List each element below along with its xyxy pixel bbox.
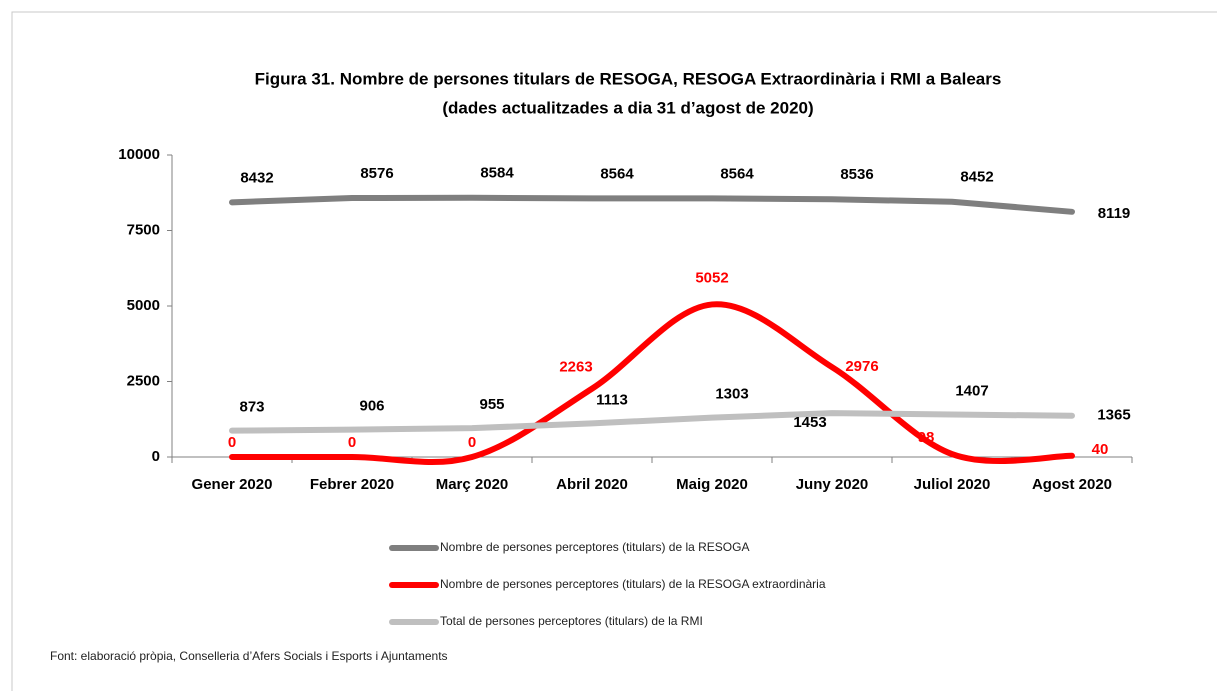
x-tick-label: Abril 2020 — [556, 476, 628, 493]
legend-label: Total de persones perceptores (titulars)… — [440, 614, 703, 628]
x-tick-label: Gener 2020 — [192, 476, 273, 493]
data-label: 1365 — [1097, 407, 1130, 424]
data-label: 8576 — [360, 165, 393, 182]
data-label: 40 — [1092, 441, 1109, 458]
data-label: 1113 — [596, 391, 628, 408]
x-tick-label: Juliol 2020 — [914, 476, 991, 493]
x-tick-label: Agost 2020 — [1032, 476, 1112, 493]
data-label: 98 — [918, 429, 935, 446]
data-label: 8432 — [240, 169, 273, 186]
series-line — [229, 410, 1075, 434]
data-label: 8584 — [480, 165, 514, 182]
data-label: 8564 — [600, 165, 634, 182]
y-tick-label: 5000 — [127, 297, 160, 314]
y-tick-label: 2500 — [127, 372, 160, 389]
data-label: 8564 — [720, 165, 754, 182]
data-label: 5052 — [695, 269, 728, 286]
source-note: Font: elaboració pròpia, Conselleria d’A… — [50, 649, 448, 663]
data-label: 2976 — [845, 358, 878, 375]
legend-label: Nombre de persones perceptores (titulars… — [440, 577, 826, 591]
data-label: 1453 — [793, 414, 826, 431]
y-tick-label: 0 — [152, 448, 160, 465]
series-line — [229, 301, 1075, 466]
legend-label: Nombre de persones perceptores (titulars… — [440, 540, 749, 554]
data-label: 0 — [228, 434, 236, 451]
data-label: 8536 — [840, 166, 873, 183]
data-label: 1407 — [955, 382, 988, 399]
data-label: 873 — [239, 399, 264, 416]
series-line — [229, 194, 1075, 215]
data-label: 1303 — [715, 386, 748, 403]
data-label: 8452 — [960, 169, 993, 186]
data-label: 8119 — [1098, 205, 1131, 222]
x-tick-label: Març 2020 — [436, 476, 509, 493]
data-label: 2263 — [559, 359, 592, 376]
y-tick-label: 10000 — [118, 146, 160, 163]
frame — [11, 11, 1217, 691]
data-label: 0 — [468, 434, 476, 451]
x-tick-label: Febrer 2020 — [310, 476, 394, 493]
data-label: 906 — [359, 398, 384, 415]
data-label: 0 — [348, 434, 356, 451]
x-tick-label: Juny 2020 — [796, 476, 869, 493]
data-label: 955 — [479, 396, 504, 413]
chart-subtitle: (dades actualitzades a dia 31 d’agost de… — [442, 98, 813, 117]
y-tick-label: 7500 — [127, 221, 160, 238]
x-tick-label: Maig 2020 — [676, 476, 748, 493]
chart-title: Figura 31. Nombre de persones titulars d… — [255, 69, 1002, 88]
